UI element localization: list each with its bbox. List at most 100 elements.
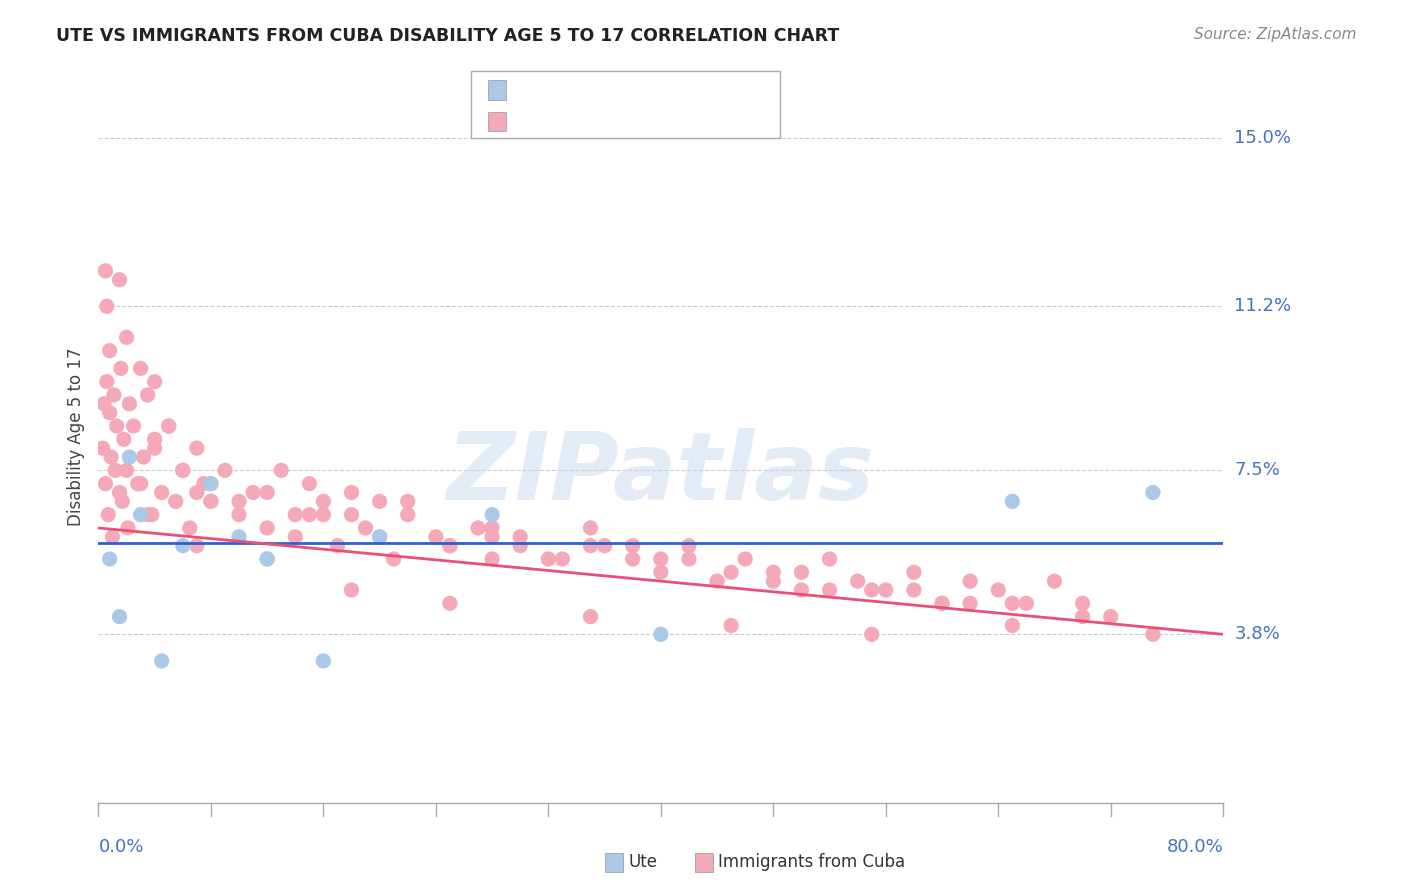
- Point: [860, 582, 883, 597]
- Point: [108, 485, 131, 500]
- Text: Immigrants from Cuba: Immigrants from Cuba: [718, 853, 905, 871]
- Point: [481, 530, 503, 544]
- Point: [150, 654, 173, 668]
- Point: [94, 476, 117, 491]
- Point: [256, 552, 278, 566]
- Point: [396, 494, 419, 508]
- Text: 7.5%: 7.5%: [1234, 461, 1281, 479]
- Point: [172, 463, 194, 477]
- Point: [1001, 618, 1024, 632]
- Point: [481, 508, 503, 522]
- Point: [509, 539, 531, 553]
- Point: [312, 654, 335, 668]
- Point: [193, 476, 215, 491]
- Point: [256, 485, 278, 500]
- Point: [132, 450, 155, 464]
- Point: [98, 343, 121, 358]
- Point: [1099, 609, 1122, 624]
- Point: [481, 521, 503, 535]
- Point: [157, 419, 180, 434]
- Point: [762, 566, 785, 580]
- Point: [1043, 574, 1066, 589]
- Point: [104, 463, 127, 477]
- Point: [579, 609, 602, 624]
- Point: [110, 361, 132, 376]
- Text: Source: ZipAtlas.com: Source: ZipAtlas.com: [1194, 27, 1357, 42]
- Text: N =: N =: [609, 81, 661, 99]
- Text: N =: N =: [616, 112, 668, 130]
- Text: 120: 120: [662, 112, 703, 131]
- Point: [141, 508, 163, 522]
- Point: [186, 485, 208, 500]
- Point: [136, 508, 159, 522]
- Point: [94, 264, 117, 278]
- Point: [790, 582, 813, 597]
- Point: [214, 463, 236, 477]
- Point: [172, 539, 194, 553]
- Point: [509, 530, 531, 544]
- Text: 80.0%: 80.0%: [1167, 838, 1223, 856]
- Point: [98, 406, 121, 420]
- Point: [650, 627, 672, 641]
- Point: [143, 375, 166, 389]
- Point: [129, 476, 152, 491]
- Point: [551, 552, 574, 566]
- Point: [903, 566, 925, 580]
- Point: [579, 539, 602, 553]
- Text: 3.8%: 3.8%: [1234, 625, 1279, 643]
- Point: [790, 566, 813, 580]
- Point: [103, 388, 125, 402]
- Point: [382, 552, 405, 566]
- Point: [122, 419, 145, 434]
- Point: [621, 539, 644, 553]
- Point: [228, 494, 250, 508]
- Point: [987, 582, 1010, 597]
- Point: [340, 508, 363, 522]
- Point: [256, 552, 278, 566]
- Text: 11.2%: 11.2%: [1234, 297, 1292, 315]
- Point: [340, 582, 363, 597]
- Point: [818, 582, 841, 597]
- Point: [846, 574, 869, 589]
- Point: [105, 419, 128, 434]
- Point: [368, 530, 391, 544]
- Text: UTE VS IMMIGRANTS FROM CUBA DISABILITY AGE 5 TO 17 CORRELATION CHART: UTE VS IMMIGRANTS FROM CUBA DISABILITY A…: [56, 27, 839, 45]
- Point: [439, 539, 461, 553]
- Point: [903, 582, 925, 597]
- Point: [762, 574, 785, 589]
- Text: 15: 15: [662, 80, 689, 100]
- Point: [439, 596, 461, 610]
- Point: [118, 450, 141, 464]
- Point: [875, 582, 897, 597]
- Point: [312, 494, 335, 508]
- Point: [242, 485, 264, 500]
- Point: [650, 552, 672, 566]
- Point: [129, 508, 152, 522]
- Point: [354, 521, 377, 535]
- Point: [368, 494, 391, 508]
- Point: [931, 596, 953, 610]
- Point: [108, 609, 131, 624]
- Point: [1142, 627, 1164, 641]
- Point: [1142, 485, 1164, 500]
- Point: [678, 539, 700, 553]
- Point: [96, 299, 118, 313]
- Point: [593, 539, 616, 553]
- Point: [481, 552, 503, 566]
- Point: [115, 463, 138, 477]
- Point: [143, 441, 166, 455]
- Point: [284, 508, 307, 522]
- Text: R =: R =: [517, 81, 557, 99]
- Point: [157, 419, 180, 434]
- Point: [284, 530, 307, 544]
- Point: [396, 508, 419, 522]
- Point: [1071, 609, 1094, 624]
- Point: [298, 508, 321, 522]
- Point: [200, 476, 222, 491]
- Point: [93, 397, 115, 411]
- Point: [1001, 596, 1024, 610]
- Point: [1071, 596, 1094, 610]
- Point: [818, 552, 841, 566]
- Point: [200, 494, 222, 508]
- Text: 0.009: 0.009: [557, 81, 613, 99]
